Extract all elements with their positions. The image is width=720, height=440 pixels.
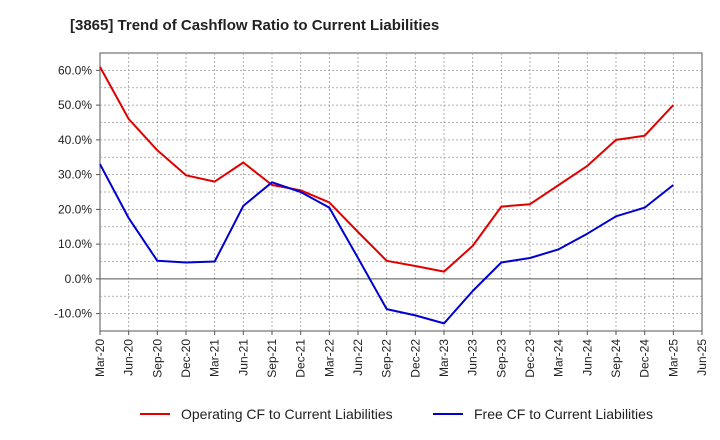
x-tick-label: Sep-23 bbox=[494, 339, 508, 378]
x-axis-ticks: Mar-20 Jun-20 Sep-20 Dec-20 Mar-21 Jun-21 Sep-… bbox=[93, 331, 709, 378]
y-tick-label: 30.0% bbox=[58, 168, 92, 182]
x-tick-label: Mar-23 bbox=[437, 339, 451, 377]
x-tick-label: Jun-21 bbox=[236, 339, 250, 376]
x-tick-label: Jun-23 bbox=[466, 339, 480, 376]
y-axis-ticks: -10.0% 0.0% 10.0% 20.0% 30.0% 40.0% 50.0% 60.0% bbox=[54, 63, 100, 321]
chart-title: [3865] Trend of Cashflow Ratio to Curren… bbox=[70, 17, 439, 34]
legend-label-free-cf: Free CF to Current Liabilities bbox=[474, 406, 653, 422]
x-tick-label: Sep-21 bbox=[265, 339, 279, 378]
grid bbox=[100, 53, 702, 331]
y-tick-label: 20.0% bbox=[58, 202, 92, 216]
y-tick-label: -10.0% bbox=[54, 307, 92, 321]
legend: Operating CF to Current Liabilities Free… bbox=[140, 406, 653, 422]
x-tick-label: Dec-20 bbox=[179, 339, 193, 378]
x-tick-label: Dec-22 bbox=[408, 339, 422, 378]
x-tick-label: Jun-20 bbox=[122, 339, 136, 376]
x-tick-label: Sep-20 bbox=[150, 339, 164, 378]
x-tick-label: Mar-20 bbox=[93, 339, 107, 377]
x-tick-label: Jun-22 bbox=[351, 339, 365, 376]
x-tick-label: Sep-22 bbox=[380, 339, 394, 378]
x-tick-label: Mar-22 bbox=[322, 339, 336, 377]
x-tick-label: Mar-24 bbox=[552, 339, 566, 377]
x-tick-label: Dec-24 bbox=[638, 339, 652, 378]
x-tick-label: Mar-21 bbox=[208, 339, 222, 377]
series-line-0 bbox=[99, 66, 675, 273]
legend-label-operating-cf: Operating CF to Current Liabilities bbox=[181, 406, 393, 422]
x-tick-label: Jun-24 bbox=[580, 339, 594, 376]
y-tick-label: 10.0% bbox=[58, 237, 92, 251]
x-tick-label: Mar-25 bbox=[666, 339, 680, 377]
x-tick-label: Dec-23 bbox=[523, 339, 537, 378]
y-tick-label: 40.0% bbox=[58, 133, 92, 147]
series-line-1 bbox=[99, 163, 674, 325]
series-lines bbox=[99, 66, 675, 325]
y-tick-label: 60.0% bbox=[58, 63, 92, 77]
x-tick-label: Sep-24 bbox=[609, 339, 623, 378]
x-tick-label: Jun-25 bbox=[695, 339, 709, 376]
x-tick-label: Dec-21 bbox=[294, 339, 308, 378]
y-tick-label: 0.0% bbox=[65, 272, 93, 286]
y-tick-label: 50.0% bbox=[58, 98, 92, 112]
